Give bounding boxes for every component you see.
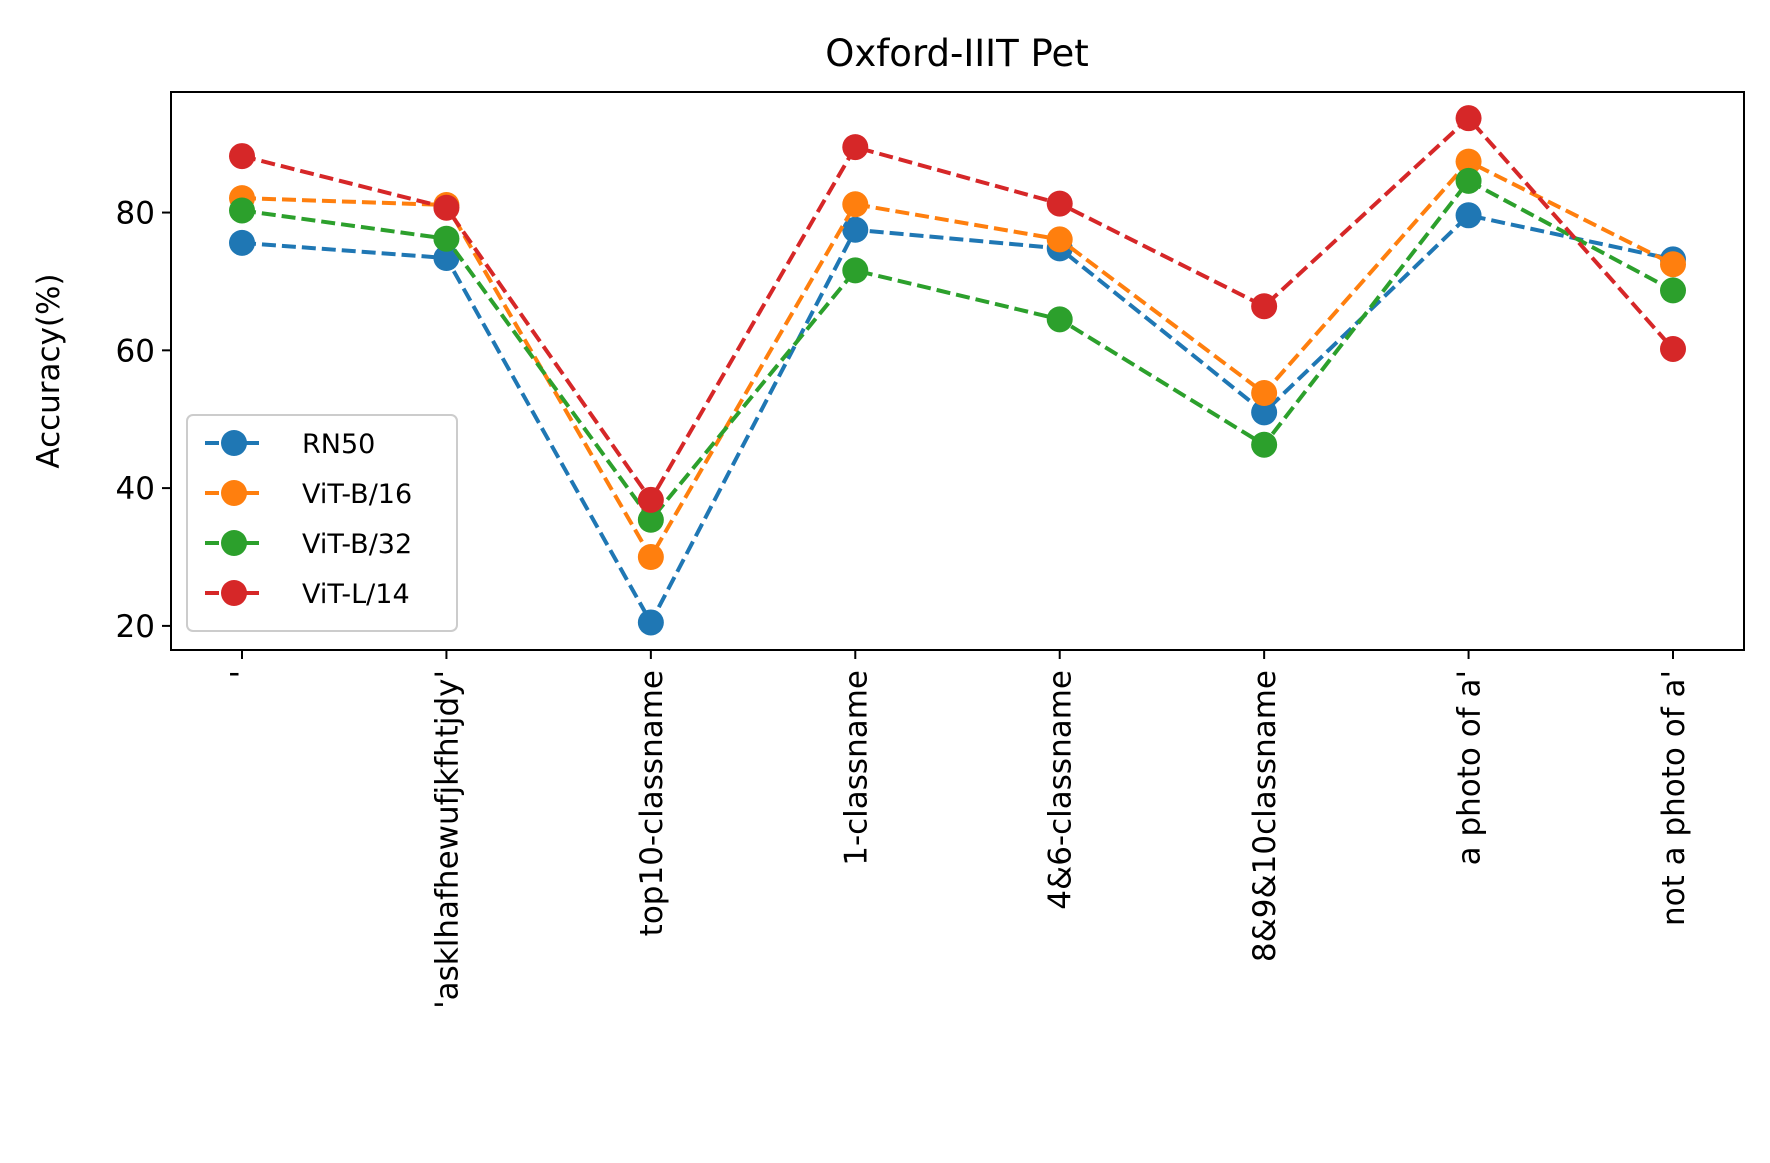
x-tick-label: ' [225, 670, 261, 679]
series-ViT-B/32 [229, 167, 1686, 533]
data-point [842, 257, 869, 284]
y-axis-ticks: 20 40 60 80 [116, 196, 171, 645]
series-line [241, 159, 1674, 561]
y-tick-label: 20 [116, 609, 155, 645]
legend-label: ViT-B/32 [302, 529, 412, 560]
data-point [1455, 105, 1482, 132]
chart-title: Oxford-IIIT Pet [825, 32, 1088, 75]
data-point [842, 134, 869, 161]
data-point [1455, 202, 1482, 229]
data-point [1660, 335, 1686, 362]
legend-label: RN50 [302, 429, 375, 460]
legend: RN50 ViT-B/16 ViT-B/32 ViT-L/14 [186, 414, 458, 632]
x-tick-label: 1-classname [838, 670, 874, 866]
data-point [1251, 431, 1278, 458]
legend-marker [221, 430, 247, 456]
data-point [229, 143, 255, 170]
data-point [842, 216, 869, 243]
legend-box [186, 414, 458, 632]
y-tick-label: 80 [116, 196, 155, 232]
data-point [1046, 226, 1073, 253]
data-point [1046, 306, 1073, 333]
y-tick-label: 40 [116, 471, 155, 507]
data-point [1251, 293, 1278, 320]
legend-item: RN50 [205, 429, 375, 460]
data-point [842, 191, 869, 218]
y-tick-label: 60 [116, 333, 155, 369]
plot-frame [170, 91, 1745, 651]
x-axis-ticks: ' 'asklhafhewufjkfhtjdy' top10-classname 1-… [225, 650, 1692, 1009]
data-point [637, 609, 664, 636]
y-axis-label: Accuracy(%) [31, 273, 67, 468]
x-tick-label: 8&9&10classname [1247, 670, 1283, 962]
legend-item: ViT-B/16 [205, 479, 412, 510]
data-point [1046, 190, 1073, 217]
data-point [1251, 380, 1278, 407]
legend-item: ViT-B/32 [205, 529, 412, 560]
data-point [433, 225, 460, 252]
legend-label: ViT-B/16 [302, 479, 412, 510]
legend-marker [221, 580, 247, 606]
x-tick-label: a photo of a' [1452, 670, 1488, 865]
data-point [433, 245, 460, 272]
legend-marker [221, 530, 247, 556]
legend-label: ViT-L/14 [302, 579, 410, 610]
x-tick-label: top10-classname [634, 670, 670, 936]
series-line [241, 213, 1674, 627]
x-tick-label: 4&6-classname [1043, 670, 1079, 910]
legend-marker [221, 480, 247, 506]
data-point [1660, 251, 1686, 278]
x-tick-label: 'asklhafhewufjkfhtjdy' [429, 670, 465, 1009]
data-point [433, 194, 460, 221]
legend-item: ViT-L/14 [205, 579, 410, 610]
data-point [1251, 399, 1278, 426]
series-line [241, 115, 1675, 504]
data-point [1455, 167, 1482, 194]
data-point [637, 486, 664, 513]
series-layer [229, 105, 1686, 636]
data-point [229, 197, 255, 224]
data-point [637, 544, 664, 570]
data-point [637, 506, 664, 533]
series-ViT-L/14 [229, 105, 1686, 513]
data-point [229, 229, 255, 256]
series-line [241, 178, 1674, 524]
x-tick-label: not a photo of a' [1656, 670, 1692, 926]
data-point [1660, 277, 1686, 304]
data-point [1455, 148, 1482, 175]
